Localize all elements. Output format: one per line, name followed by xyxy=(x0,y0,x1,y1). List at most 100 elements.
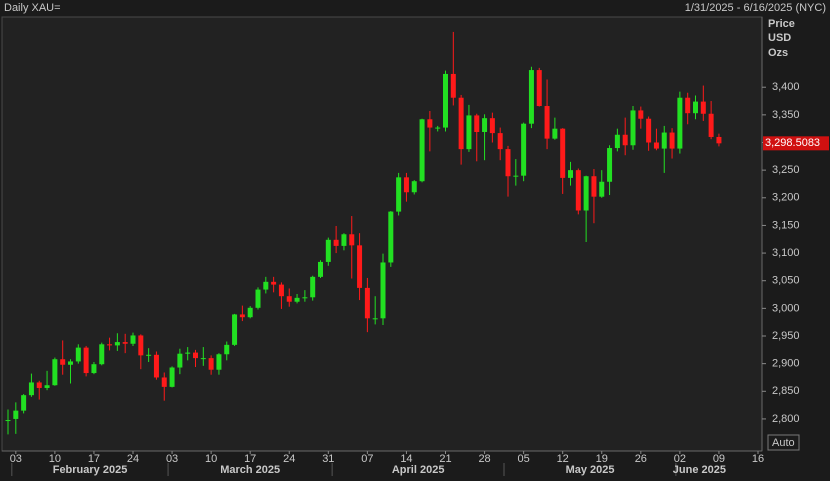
month-label: February 2025 xyxy=(53,464,128,476)
candle-body xyxy=(333,239,339,246)
candle-body xyxy=(161,377,167,387)
candle-body xyxy=(122,342,128,344)
candle-body xyxy=(208,358,214,370)
candle-body xyxy=(614,134,620,149)
candle-body xyxy=(622,134,628,146)
candle-body xyxy=(185,352,191,354)
month-label: June 2025 xyxy=(673,464,726,476)
candle-body xyxy=(380,262,386,319)
candle-body xyxy=(505,149,511,177)
candle-body xyxy=(349,234,355,246)
candle-body xyxy=(114,342,120,346)
candles xyxy=(5,31,722,435)
y-tick-label: 3,350 xyxy=(772,109,800,121)
candle-body xyxy=(341,234,347,246)
last-price-label: 3,298.5083 xyxy=(765,137,820,149)
candle-body xyxy=(36,382,42,388)
x-tick-label: 31 xyxy=(322,453,334,465)
candle-body xyxy=(646,118,652,143)
candle-body xyxy=(677,97,683,149)
plot-area xyxy=(1,16,763,452)
y-tick-label: 2,950 xyxy=(772,330,800,342)
candle-body xyxy=(489,118,495,134)
month-label: April 2025 xyxy=(392,464,445,476)
x-tick-label: 12 xyxy=(557,453,569,465)
candle-body xyxy=(310,276,316,298)
candle-body xyxy=(239,314,245,318)
candle-body xyxy=(286,296,292,302)
x-tick-label: 14 xyxy=(400,453,412,465)
x-tick-label: 17 xyxy=(244,453,256,465)
candle-body xyxy=(177,353,183,368)
x-tick-label: 19 xyxy=(596,453,608,465)
candle-body xyxy=(28,382,34,396)
candle-body xyxy=(419,119,425,182)
candle-body xyxy=(21,395,27,411)
y-tick-label: 3,400 xyxy=(772,81,800,93)
x-tick-label: 07 xyxy=(361,453,373,465)
candle-body xyxy=(700,101,706,114)
candle-body xyxy=(13,410,19,419)
candle-body xyxy=(669,132,675,149)
auto-button[interactable] xyxy=(767,434,800,451)
candle-body xyxy=(653,142,659,149)
month-label: March 2025 xyxy=(220,464,280,476)
candle-body xyxy=(91,364,97,374)
candle-body xyxy=(372,318,378,320)
last-price-tag xyxy=(763,136,829,151)
y-axis-label: Price xyxy=(768,18,795,30)
y-tick-label: 3,200 xyxy=(772,192,800,204)
candle-body xyxy=(497,133,503,150)
candle-body xyxy=(599,181,605,197)
candle-body xyxy=(583,176,589,211)
candle-body xyxy=(364,287,370,319)
candle-body xyxy=(575,170,581,211)
candle-body xyxy=(357,245,363,288)
candle-body xyxy=(388,211,394,263)
x-tick-label: 09 xyxy=(713,453,725,465)
candle-body xyxy=(83,347,89,374)
candle-body xyxy=(708,113,714,137)
candle-body xyxy=(75,347,81,362)
y-tick-label: 3,150 xyxy=(772,219,800,231)
x-tick-label: 05 xyxy=(518,453,530,465)
candle-body xyxy=(44,385,50,388)
y-axis-label: Ozs xyxy=(768,47,788,59)
candle-body xyxy=(693,101,698,114)
candle-body xyxy=(224,344,230,355)
x-tick-label: 10 xyxy=(49,453,61,465)
x-tick-label: 26 xyxy=(635,453,647,465)
y-tick-label: 3,100 xyxy=(772,247,800,259)
auto-button-label[interactable]: Auto xyxy=(772,437,795,449)
candle-body xyxy=(107,344,113,346)
candle-body xyxy=(52,359,58,386)
candle-body xyxy=(396,177,402,212)
candle-body xyxy=(466,115,472,150)
x-tick-label: 02 xyxy=(674,453,686,465)
candle-body xyxy=(130,335,136,344)
candle-body xyxy=(685,97,691,114)
candle-body xyxy=(263,281,269,290)
candle-body xyxy=(216,354,222,370)
candle-body xyxy=(661,132,667,149)
candle-body xyxy=(560,128,566,178)
candle-body xyxy=(60,359,66,365)
candle-body xyxy=(568,170,573,178)
chart-subtitle: 1/31/2025 - 6/16/2025 (NYC) xyxy=(685,2,826,14)
candle-body xyxy=(193,352,198,359)
candle-body xyxy=(630,110,636,146)
candle-body xyxy=(536,70,542,107)
candle-body xyxy=(255,289,261,308)
candle-body xyxy=(318,261,323,277)
y-tick-label: 2,850 xyxy=(772,385,800,397)
candle-body xyxy=(474,115,480,132)
x-tick-label: 03 xyxy=(10,453,22,465)
candle-body xyxy=(99,344,105,365)
candle-body xyxy=(169,367,175,387)
x-tick-label: 28 xyxy=(478,453,490,465)
y-tick-label: 2,800 xyxy=(772,413,800,425)
candle-body xyxy=(68,361,73,365)
y-tick-label: 3,000 xyxy=(772,302,800,314)
candle-body xyxy=(607,148,613,182)
